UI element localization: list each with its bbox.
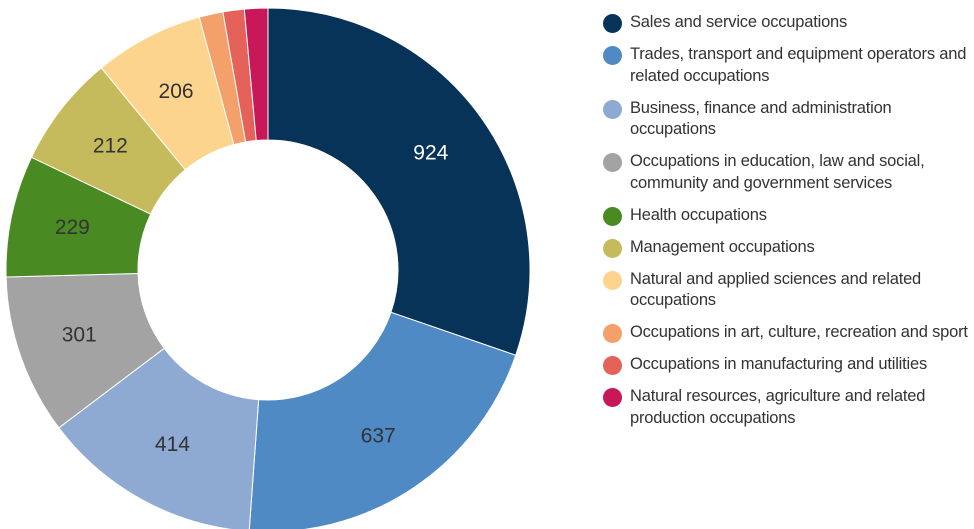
slice [58,347,260,529]
legend-item: Occupations in manufacturing and utiliti… [603,354,974,376]
legend-label: Management occupations [630,237,815,256]
data-label: 414 [155,433,190,456]
legend-swatch [603,46,622,65]
legend-item: Trades, transport and equipment operator… [603,44,974,87]
legend-item: Health occupations [603,205,974,227]
legend-label: Business, finance and administration occ… [630,98,892,139]
legend-item: Occupations in art, culture, recreation … [603,322,974,344]
legend-item: Management occupations [603,237,974,259]
data-label: 924 [413,141,448,164]
legend-swatch [603,388,622,407]
legend-swatch [603,324,622,343]
slice [248,311,517,529]
legend-label: Health occupations [630,205,767,224]
legend-item: Natural and applied sciences and related… [603,269,974,312]
legend-swatch [603,238,622,258]
legend-label: Natural and applied sciences and related… [630,269,922,310]
legend-swatch [603,14,622,33]
legend-label: Trades, transport and equipment operator… [630,45,967,85]
legend-label: Occupations in art, culture, recreation … [630,323,968,341]
donut: 924 637 414 301 229 212 206 [5,7,531,529]
legend-swatch [603,153,622,172]
legend-label: Natural resources, agriculture and relat… [630,387,926,427]
legend-item: Business, finance and administration occ… [603,98,974,141]
legend-label: Occupations in manufacturing and utiliti… [630,355,928,373]
legend-swatch [603,99,622,119]
data-label: 301 [62,324,97,347]
legend-label: Occupations in education, law and social… [630,152,925,192]
legend-swatch [603,356,622,375]
legend-swatch [603,270,622,290]
legend-item: Sales and service occupations [603,12,974,34]
legend-item: Natural resources, agriculture and relat… [603,386,974,429]
data-label: 212 [93,134,128,157]
data-label: 229 [55,216,90,239]
data-label: 206 [159,80,194,103]
legend-item: Occupations in education, law and social… [603,151,974,194]
legend-label: Sales and service occupations [630,13,848,31]
legend-swatch [603,206,622,226]
slice [267,7,531,356]
slice [243,7,269,142]
data-label: 637 [361,424,396,447]
legend: Sales and service occupations Trades, tra… [603,12,974,440]
